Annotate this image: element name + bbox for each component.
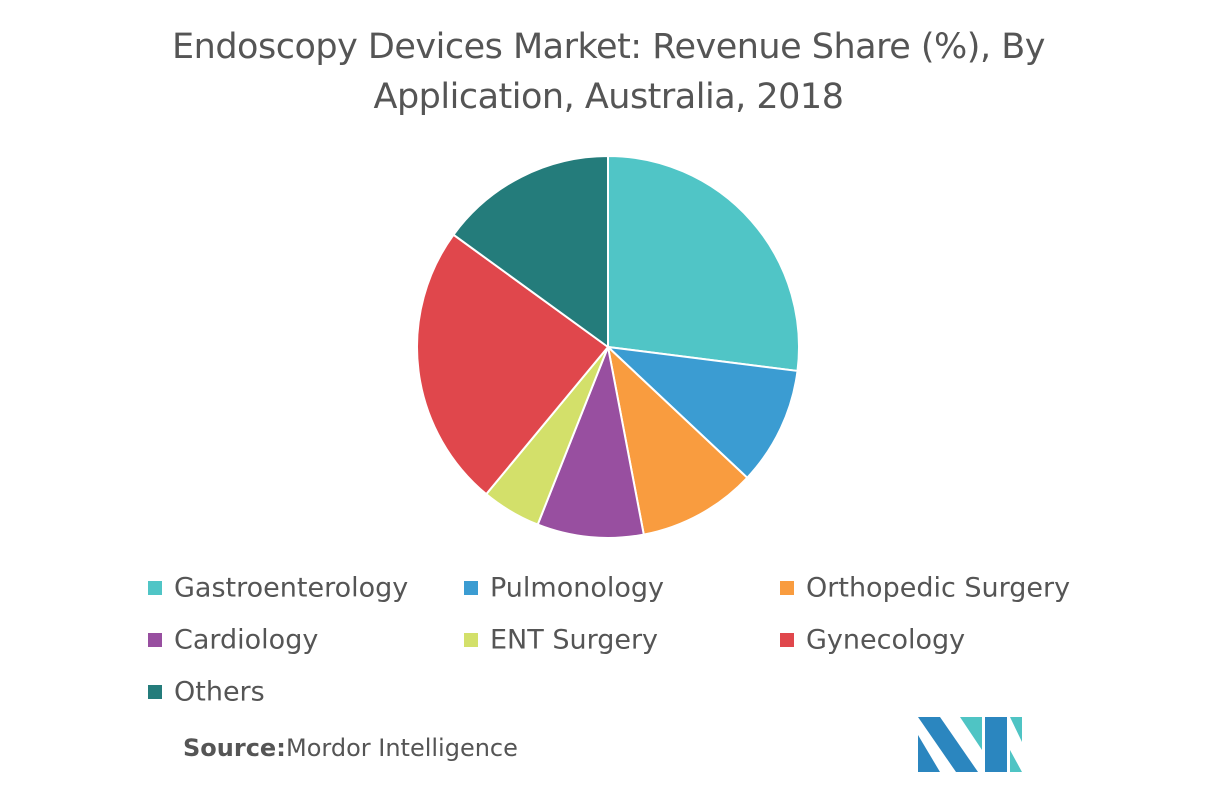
legend-label: Others — [174, 677, 265, 708]
legend-label: Cardiology — [174, 625, 318, 656]
legend-label: Orthopedic Surgery — [806, 573, 1070, 604]
legend-swatch — [464, 633, 478, 647]
legend-swatch — [780, 633, 794, 647]
pie-slice — [416, 233, 610, 496]
legend-label: Gynecology — [806, 625, 965, 656]
legend-swatch — [148, 685, 162, 699]
legend-swatch — [464, 581, 478, 595]
legend-label: ENT Surgery — [490, 625, 658, 656]
chart-title: Endoscopy Devices Market: Revenue Share … — [172, 27, 1045, 117]
legend-swatch — [148, 581, 162, 595]
pie-slice — [452, 154, 609, 349]
pie-slice — [606, 344, 749, 536]
legend-swatch — [780, 581, 794, 595]
pie-slice — [605, 345, 799, 480]
legend-swatch — [148, 633, 162, 647]
legend-label: Gastroenterology — [174, 573, 408, 604]
source: Mordor Intelligence — [286, 734, 518, 762]
source-label: Source: — [183, 734, 286, 762]
pie-slice — [536, 343, 645, 539]
logo — [918, 717, 1022, 772]
pie-slice — [607, 154, 800, 373]
legend-label: Pulmonology — [490, 573, 664, 604]
